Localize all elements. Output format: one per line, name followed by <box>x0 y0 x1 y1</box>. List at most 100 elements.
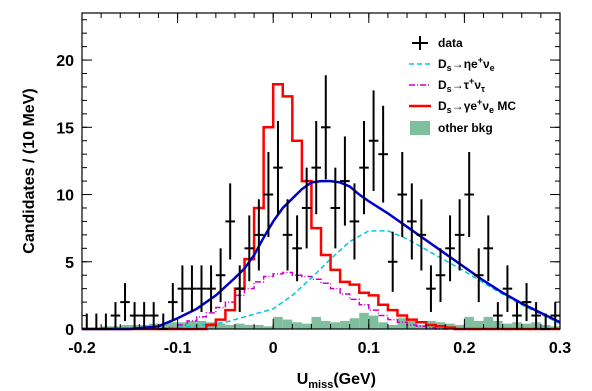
data-point <box>187 265 197 312</box>
data-point <box>244 215 255 282</box>
data-point <box>359 121 369 215</box>
other-bkg-bar <box>263 326 274 329</box>
x-tick-label: 0.3 <box>549 340 571 357</box>
legend-entry-tau: Ds→τ+ντ <box>409 76 485 94</box>
data-point <box>464 152 474 238</box>
legend-label-other-bkg: other bkg <box>438 121 493 135</box>
x-tick-label: 0.2 <box>453 340 475 357</box>
legend-entry-eta: Ds→ηe+νe <box>409 55 495 73</box>
data-point <box>91 313 102 330</box>
x-tick-label: 0 <box>269 340 278 357</box>
other-bkg-bar <box>359 312 369 329</box>
y-tick-label: 0 <box>65 322 74 339</box>
data-point <box>168 283 178 322</box>
other-bkg-bar <box>215 323 226 329</box>
other-bkg-bar <box>330 322 341 329</box>
other-bkg-bar <box>254 324 264 329</box>
legend-marker-other-bkg <box>410 121 430 135</box>
data-point <box>378 105 388 203</box>
data-point <box>206 265 216 312</box>
other-bkg-bar <box>282 319 293 329</box>
axes-layer: -0.2 -0.1 0 0.1 0.2 0.3 0 5 10 15 20 <box>56 13 571 357</box>
data-point <box>330 167 341 249</box>
legend-label-tau: Ds→τ+ντ <box>438 76 485 94</box>
legend-entry-mc: Ds→γe+νe MC <box>409 97 516 115</box>
data-point <box>521 283 532 322</box>
other-bkg-bar <box>473 320 484 329</box>
y-tick-label: 15 <box>56 120 74 137</box>
x-axis-label-main: U <box>297 371 309 388</box>
data-point <box>148 302 159 329</box>
data-point <box>454 199 465 271</box>
eta-layer <box>81 230 561 330</box>
legend-label-mc: Ds→γe+νe MC <box>438 97 516 115</box>
legend-label-data: data <box>438 36 463 50</box>
other-bkg-bar <box>311 316 321 329</box>
data-point <box>254 199 264 271</box>
other-bkg-bar <box>407 320 417 329</box>
fit-layer <box>82 179 561 331</box>
data-point <box>493 302 503 329</box>
data-point <box>512 302 522 329</box>
fit-curve <box>82 179 561 331</box>
other-bkg-bar <box>168 322 178 329</box>
other-bkg-bar <box>483 316 494 329</box>
data-point <box>397 152 408 238</box>
data-point <box>263 152 274 238</box>
legend-label-eta: Ds→ηe+νe <box>438 55 495 73</box>
other-bkg-bar <box>321 320 331 329</box>
y-tick-label: 10 <box>56 188 74 205</box>
other-bkg-bar <box>349 318 360 329</box>
other-bkg-bar <box>521 323 532 329</box>
other-bkg-bar <box>387 324 398 329</box>
data-point <box>407 183 417 260</box>
data-point <box>139 302 149 329</box>
data-point <box>435 248 446 303</box>
data-point <box>445 215 455 282</box>
other-bkg-bar <box>368 315 379 329</box>
data-point <box>483 215 494 282</box>
y-axis-label: Candidates / (10 MeV) <box>21 88 38 253</box>
data-point <box>349 183 360 260</box>
data-point <box>502 265 513 312</box>
x-tick-label: -0.1 <box>164 340 192 357</box>
data-point <box>340 136 350 226</box>
other-bkg-bar <box>340 320 350 329</box>
other-bkg-bar <box>378 322 388 329</box>
other-bkg-bar <box>196 320 207 329</box>
data-point <box>177 265 188 312</box>
data-point <box>215 248 226 303</box>
other-bkg-bar <box>120 324 130 329</box>
legend-entry-data: data <box>412 36 463 50</box>
x-tick-label: -0.2 <box>68 340 96 357</box>
data-point <box>426 265 436 312</box>
data-point <box>234 265 245 312</box>
other-bkg-bar <box>454 324 465 329</box>
other-bkg-bar <box>301 323 312 329</box>
data-point <box>301 167 312 249</box>
other-bkg-bar <box>187 320 197 329</box>
data-point <box>129 302 140 329</box>
data-point <box>292 215 302 282</box>
data-point <box>387 231 398 292</box>
other-bkg-bar <box>502 323 513 329</box>
data-point <box>273 121 283 215</box>
other-bkg-bar <box>416 324 427 329</box>
data-point <box>120 283 130 322</box>
data-point <box>311 121 321 215</box>
plot-frame <box>81 12 561 330</box>
x-axis-label: Umiss(GeV) <box>297 371 376 391</box>
y-tick-label: 5 <box>65 255 74 272</box>
other-bkg-bar <box>225 324 235 329</box>
other-bkg-bar <box>445 323 455 329</box>
other-bkg-bar <box>464 316 474 329</box>
data-point <box>416 199 427 271</box>
other-bkg-bar <box>244 324 255 329</box>
y-tick-label: 20 <box>56 53 74 70</box>
other-bkg-bar <box>292 322 302 329</box>
data-point <box>473 248 484 303</box>
x-tick-label: 0.1 <box>358 340 380 357</box>
data-point <box>225 183 235 260</box>
